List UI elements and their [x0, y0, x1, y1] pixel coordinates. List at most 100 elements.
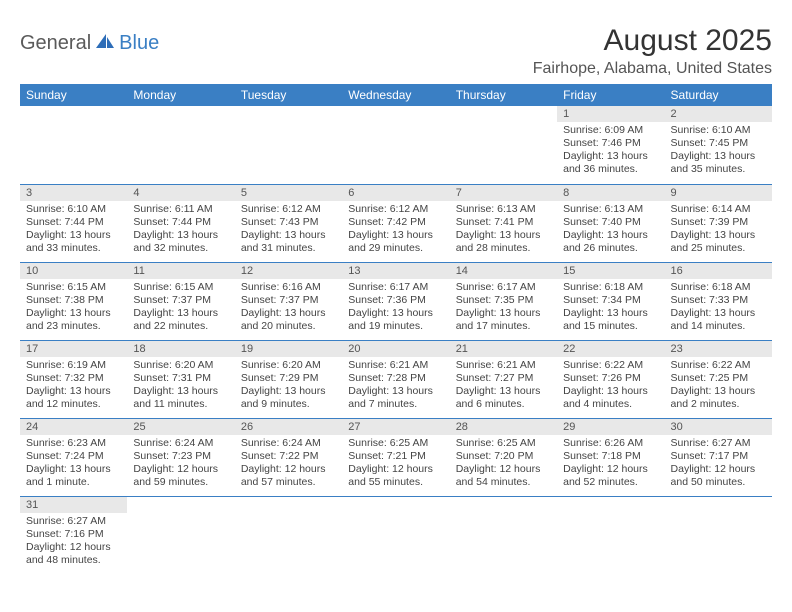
calendar-empty-cell [127, 106, 234, 184]
day-number: 9 [665, 185, 772, 201]
location-subtitle: Fairhope, Alabama, United States [533, 60, 772, 78]
day-details: Sunrise: 6:27 AMSunset: 7:17 PMDaylight:… [665, 435, 772, 494]
calendar-day-cell: 18Sunrise: 6:20 AMSunset: 7:31 PMDayligh… [127, 340, 234, 418]
day-details: Sunrise: 6:21 AMSunset: 7:27 PMDaylight:… [450, 357, 557, 416]
day-number: 7 [450, 185, 557, 201]
day-number: 13 [342, 263, 449, 279]
day-number: 17 [20, 341, 127, 357]
day-details: Sunrise: 6:10 AMSunset: 7:45 PMDaylight:… [665, 122, 772, 181]
day-number: 16 [665, 263, 772, 279]
day-number: 3 [20, 185, 127, 201]
day-number: 21 [450, 341, 557, 357]
calendar-day-cell: 16Sunrise: 6:18 AMSunset: 7:33 PMDayligh… [665, 262, 772, 340]
day-details: Sunrise: 6:10 AMSunset: 7:44 PMDaylight:… [20, 201, 127, 260]
weekday-header: Thursday [450, 84, 557, 106]
day-number: 25 [127, 419, 234, 435]
day-details: Sunrise: 6:21 AMSunset: 7:28 PMDaylight:… [342, 357, 449, 416]
month-title: August 2025 [533, 24, 772, 58]
day-number: 10 [20, 263, 127, 279]
calendar-day-cell: 12Sunrise: 6:16 AMSunset: 7:37 PMDayligh… [235, 262, 342, 340]
day-number: 12 [235, 263, 342, 279]
day-details: Sunrise: 6:22 AMSunset: 7:25 PMDaylight:… [665, 357, 772, 416]
calendar-day-cell: 28Sunrise: 6:25 AMSunset: 7:20 PMDayligh… [450, 418, 557, 496]
day-details: Sunrise: 6:16 AMSunset: 7:37 PMDaylight:… [235, 279, 342, 338]
weekday-header: Friday [557, 84, 664, 106]
calendar-day-cell: 3Sunrise: 6:10 AMSunset: 7:44 PMDaylight… [20, 184, 127, 262]
day-number: 24 [20, 419, 127, 435]
calendar-day-cell: 2Sunrise: 6:10 AMSunset: 7:45 PMDaylight… [665, 106, 772, 184]
calendar-day-cell: 13Sunrise: 6:17 AMSunset: 7:36 PMDayligh… [342, 262, 449, 340]
day-number: 11 [127, 263, 234, 279]
calendar-empty-cell [127, 496, 234, 574]
weekday-header: Tuesday [235, 84, 342, 106]
day-number: 18 [127, 341, 234, 357]
day-number: 1 [557, 106, 664, 122]
day-details: Sunrise: 6:17 AMSunset: 7:36 PMDaylight:… [342, 279, 449, 338]
day-number: 2 [665, 106, 772, 122]
calendar-day-cell: 30Sunrise: 6:27 AMSunset: 7:17 PMDayligh… [665, 418, 772, 496]
day-number: 31 [20, 497, 127, 513]
calendar-empty-cell [450, 106, 557, 184]
day-details: Sunrise: 6:19 AMSunset: 7:32 PMDaylight:… [20, 357, 127, 416]
day-number: 19 [235, 341, 342, 357]
calendar-day-cell: 7Sunrise: 6:13 AMSunset: 7:41 PMDaylight… [450, 184, 557, 262]
page-header: General Blue August 2025 Fairhope, Alaba… [20, 24, 772, 78]
calendar-empty-cell [557, 496, 664, 574]
calendar-day-cell: 15Sunrise: 6:18 AMSunset: 7:34 PMDayligh… [557, 262, 664, 340]
calendar-empty-cell [342, 106, 449, 184]
calendar-day-cell: 27Sunrise: 6:25 AMSunset: 7:21 PMDayligh… [342, 418, 449, 496]
day-number: 22 [557, 341, 664, 357]
calendar-week-row: 17Sunrise: 6:19 AMSunset: 7:32 PMDayligh… [20, 340, 772, 418]
calendar-week-row: 31Sunrise: 6:27 AMSunset: 7:16 PMDayligh… [20, 496, 772, 574]
day-details: Sunrise: 6:12 AMSunset: 7:42 PMDaylight:… [342, 201, 449, 260]
day-number: 23 [665, 341, 772, 357]
day-details: Sunrise: 6:17 AMSunset: 7:35 PMDaylight:… [450, 279, 557, 338]
brand-part2: Blue [119, 32, 159, 55]
day-number: 27 [342, 419, 449, 435]
calendar-header-row: SundayMondayTuesdayWednesdayThursdayFrid… [20, 84, 772, 106]
calendar-day-cell: 25Sunrise: 6:24 AMSunset: 7:23 PMDayligh… [127, 418, 234, 496]
weekday-header: Saturday [665, 84, 772, 106]
calendar-day-cell: 31Sunrise: 6:27 AMSunset: 7:16 PMDayligh… [20, 496, 127, 574]
day-details: Sunrise: 6:18 AMSunset: 7:33 PMDaylight:… [665, 279, 772, 338]
day-details: Sunrise: 6:12 AMSunset: 7:43 PMDaylight:… [235, 201, 342, 260]
day-number: 20 [342, 341, 449, 357]
day-number: 6 [342, 185, 449, 201]
calendar-page: General Blue August 2025 Fairhope, Alaba… [0, 0, 792, 584]
day-details: Sunrise: 6:20 AMSunset: 7:31 PMDaylight:… [127, 357, 234, 416]
day-details: Sunrise: 6:15 AMSunset: 7:38 PMDaylight:… [20, 279, 127, 338]
day-number: 14 [450, 263, 557, 279]
day-details: Sunrise: 6:26 AMSunset: 7:18 PMDaylight:… [557, 435, 664, 494]
calendar-day-cell: 5Sunrise: 6:12 AMSunset: 7:43 PMDaylight… [235, 184, 342, 262]
calendar-table: SundayMondayTuesdayWednesdayThursdayFrid… [20, 84, 772, 574]
day-details: Sunrise: 6:23 AMSunset: 7:24 PMDaylight:… [20, 435, 127, 494]
sail-icon [94, 32, 116, 55]
calendar-day-cell: 8Sunrise: 6:13 AMSunset: 7:40 PMDaylight… [557, 184, 664, 262]
title-block: August 2025 Fairhope, Alabama, United St… [533, 24, 772, 78]
day-details: Sunrise: 6:27 AMSunset: 7:16 PMDaylight:… [20, 513, 127, 572]
calendar-day-cell: 29Sunrise: 6:26 AMSunset: 7:18 PMDayligh… [557, 418, 664, 496]
day-number: 30 [665, 419, 772, 435]
calendar-day-cell: 9Sunrise: 6:14 AMSunset: 7:39 PMDaylight… [665, 184, 772, 262]
day-details: Sunrise: 6:15 AMSunset: 7:37 PMDaylight:… [127, 279, 234, 338]
day-number: 8 [557, 185, 664, 201]
calendar-empty-cell [450, 496, 557, 574]
calendar-day-cell: 26Sunrise: 6:24 AMSunset: 7:22 PMDayligh… [235, 418, 342, 496]
day-details: Sunrise: 6:25 AMSunset: 7:21 PMDaylight:… [342, 435, 449, 494]
weekday-header: Monday [127, 84, 234, 106]
day-number: 28 [450, 419, 557, 435]
day-details: Sunrise: 6:24 AMSunset: 7:23 PMDaylight:… [127, 435, 234, 494]
calendar-day-cell: 20Sunrise: 6:21 AMSunset: 7:28 PMDayligh… [342, 340, 449, 418]
day-details: Sunrise: 6:14 AMSunset: 7:39 PMDaylight:… [665, 201, 772, 260]
calendar-day-cell: 6Sunrise: 6:12 AMSunset: 7:42 PMDaylight… [342, 184, 449, 262]
day-number: 29 [557, 419, 664, 435]
day-details: Sunrise: 6:20 AMSunset: 7:29 PMDaylight:… [235, 357, 342, 416]
calendar-day-cell: 14Sunrise: 6:17 AMSunset: 7:35 PMDayligh… [450, 262, 557, 340]
calendar-empty-cell [20, 106, 127, 184]
calendar-empty-cell [665, 496, 772, 574]
calendar-empty-cell [235, 496, 342, 574]
calendar-day-cell: 4Sunrise: 6:11 AMSunset: 7:44 PMDaylight… [127, 184, 234, 262]
calendar-week-row: 3Sunrise: 6:10 AMSunset: 7:44 PMDaylight… [20, 184, 772, 262]
calendar-day-cell: 10Sunrise: 6:15 AMSunset: 7:38 PMDayligh… [20, 262, 127, 340]
calendar-day-cell: 23Sunrise: 6:22 AMSunset: 7:25 PMDayligh… [665, 340, 772, 418]
